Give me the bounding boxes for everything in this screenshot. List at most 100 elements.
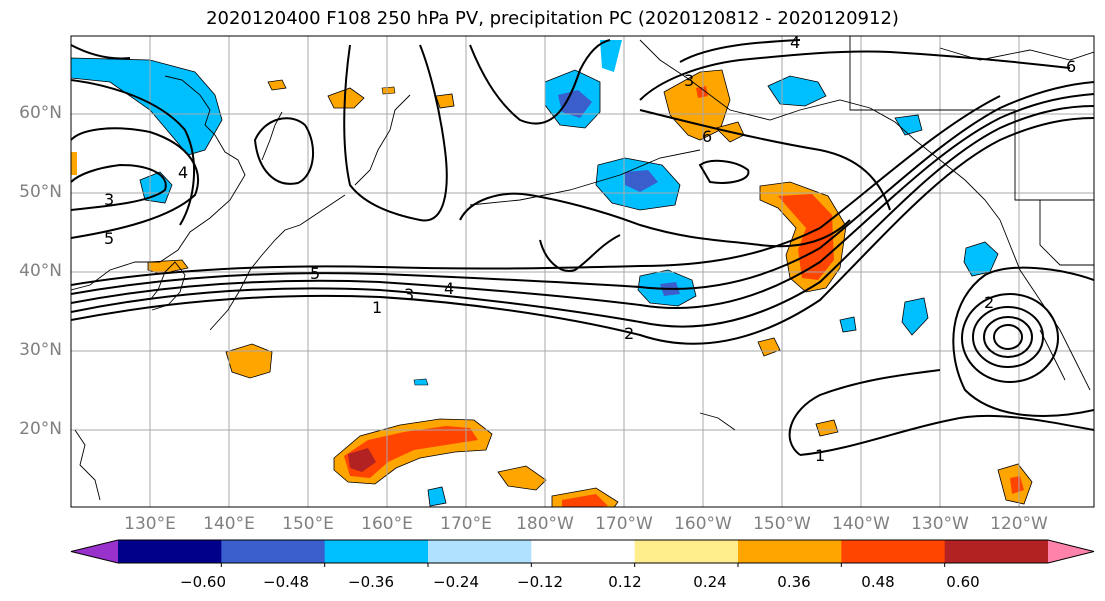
anomaly-area bbox=[344, 426, 478, 478]
contour-label: 6 bbox=[1066, 57, 1076, 76]
contour-label: 1 bbox=[815, 446, 825, 465]
lon-label: 120°W bbox=[990, 514, 1048, 534]
colorbar-tick-label: −0.24 bbox=[433, 573, 479, 591]
coastline-na-west bbox=[999, 219, 1091, 391]
anomaly-area bbox=[696, 86, 708, 98]
colorbar-tick-label: 0.24 bbox=[693, 573, 727, 591]
contour-label: 3 bbox=[104, 190, 114, 209]
anomaly-area bbox=[225, 343, 273, 379]
anomaly-area bbox=[267, 79, 287, 91]
coastline-asia bbox=[71, 75, 246, 291]
anomaly-area bbox=[894, 114, 923, 136]
pv-contour bbox=[952, 266, 1094, 417]
pv-contours bbox=[71, 39, 1094, 456]
contour-label: 2 bbox=[984, 293, 994, 312]
lon-label: 170°W bbox=[595, 514, 653, 534]
colorbar-segment bbox=[324, 540, 429, 563]
lat-label: 20°N bbox=[19, 419, 62, 439]
pv-contour bbox=[961, 293, 1059, 383]
colorbar-tick-label: 0.48 bbox=[861, 573, 895, 591]
pv-contour bbox=[71, 163, 167, 211]
contour-label: 3 bbox=[684, 71, 694, 90]
anomaly-area bbox=[435, 93, 455, 109]
lon-label: 180°W bbox=[516, 514, 574, 534]
anomaly-area bbox=[1010, 476, 1024, 494]
colorbar-tick-label: −0.48 bbox=[263, 573, 309, 591]
coastline-philippines bbox=[74, 429, 101, 501]
colorbar-segment bbox=[531, 540, 636, 563]
anomaly-area bbox=[413, 378, 429, 386]
coastlines bbox=[71, 36, 1094, 501]
chart-title: 2020120400 F108 250 hPa PV, precipitatio… bbox=[206, 8, 899, 29]
contour-label: 2 bbox=[624, 324, 634, 343]
colorbar-tick-label: −0.36 bbox=[348, 573, 394, 591]
pv-contour bbox=[71, 105, 1094, 328]
pv-contour bbox=[71, 81, 1094, 295]
pv-contour bbox=[698, 159, 750, 184]
anomaly-area bbox=[71, 152, 77, 175]
lon-label: 160°E bbox=[361, 514, 413, 534]
contour-label: 6 bbox=[702, 127, 712, 146]
anomaly-area bbox=[839, 316, 857, 333]
anomaly-area bbox=[901, 297, 929, 336]
pv-contour bbox=[459, 192, 851, 248]
anomaly-area bbox=[427, 486, 447, 507]
pv-contour bbox=[71, 95, 1001, 286]
colorbar-tick-label: −0.12 bbox=[517, 573, 563, 591]
pv-contour bbox=[71, 44, 131, 60]
contour-label: 3 bbox=[404, 285, 414, 304]
colorbar-tick-label: 0.12 bbox=[608, 573, 642, 591]
lat-label: 40°N bbox=[19, 261, 62, 281]
anomaly-area bbox=[71, 57, 223, 156]
lon-label: 130°E bbox=[124, 514, 176, 534]
lon-label: 140°W bbox=[832, 514, 890, 534]
lon-label: 150°W bbox=[753, 514, 811, 534]
pv-contour bbox=[788, 369, 941, 456]
pv-contour bbox=[71, 127, 199, 239]
anomaly-area bbox=[497, 465, 547, 491]
contour-label: 4 bbox=[178, 163, 188, 182]
anomaly-area bbox=[767, 75, 827, 107]
colorbar-outline bbox=[70, 539, 1095, 564]
colorbar-segment bbox=[944, 540, 1049, 563]
pv-contour bbox=[679, 39, 801, 63]
colorbar-segment bbox=[428, 540, 532, 563]
coastline-kamchatka bbox=[354, 94, 411, 186]
colorbar-segment bbox=[118, 540, 222, 563]
contour-label: 4 bbox=[444, 279, 454, 298]
lon-label: 170°E bbox=[440, 514, 492, 534]
coastline-us-border bbox=[1039, 200, 1094, 266]
pv-contour bbox=[71, 93, 1094, 310]
lon-label: 130°W bbox=[911, 514, 969, 534]
map-frame bbox=[70, 35, 1095, 508]
anomaly-area bbox=[600, 40, 622, 72]
coastline-aleutians bbox=[469, 149, 701, 206]
pv-contour bbox=[639, 50, 1071, 101]
colorbar-segment bbox=[634, 540, 739, 563]
coastline-alaska bbox=[639, 39, 1001, 221]
lat-label: 50°N bbox=[19, 182, 62, 202]
colorbar-extension-low bbox=[71, 540, 118, 563]
lon-label: 140°E bbox=[203, 514, 255, 534]
pv-contour bbox=[343, 44, 448, 222]
contour-labels: 3 5 5 4 3 1 2 1 4 4 6 6 2 3 bbox=[104, 33, 1076, 465]
lat-label: 60°N bbox=[19, 103, 62, 123]
colorbar bbox=[70, 539, 1095, 567]
anomaly-area bbox=[147, 259, 189, 275]
lat-label: 30°N bbox=[19, 340, 62, 360]
coastline-ne-coast bbox=[939, 47, 1094, 61]
colorbar-tick-label: −0.60 bbox=[180, 573, 226, 591]
pv-contour bbox=[972, 306, 1044, 368]
contour-label: 5 bbox=[310, 264, 320, 283]
coastline-hawaii bbox=[699, 412, 736, 431]
pv-contour bbox=[71, 79, 195, 226]
pv-contour bbox=[993, 324, 1023, 350]
anomaly-area bbox=[757, 337, 781, 357]
contour-label: 1 bbox=[372, 298, 382, 317]
colorbar-segment bbox=[221, 540, 326, 563]
lon-label: 160°W bbox=[674, 514, 732, 534]
graticule bbox=[71, 36, 1094, 507]
pv-contour bbox=[539, 234, 621, 272]
coastline-japan bbox=[209, 194, 346, 331]
